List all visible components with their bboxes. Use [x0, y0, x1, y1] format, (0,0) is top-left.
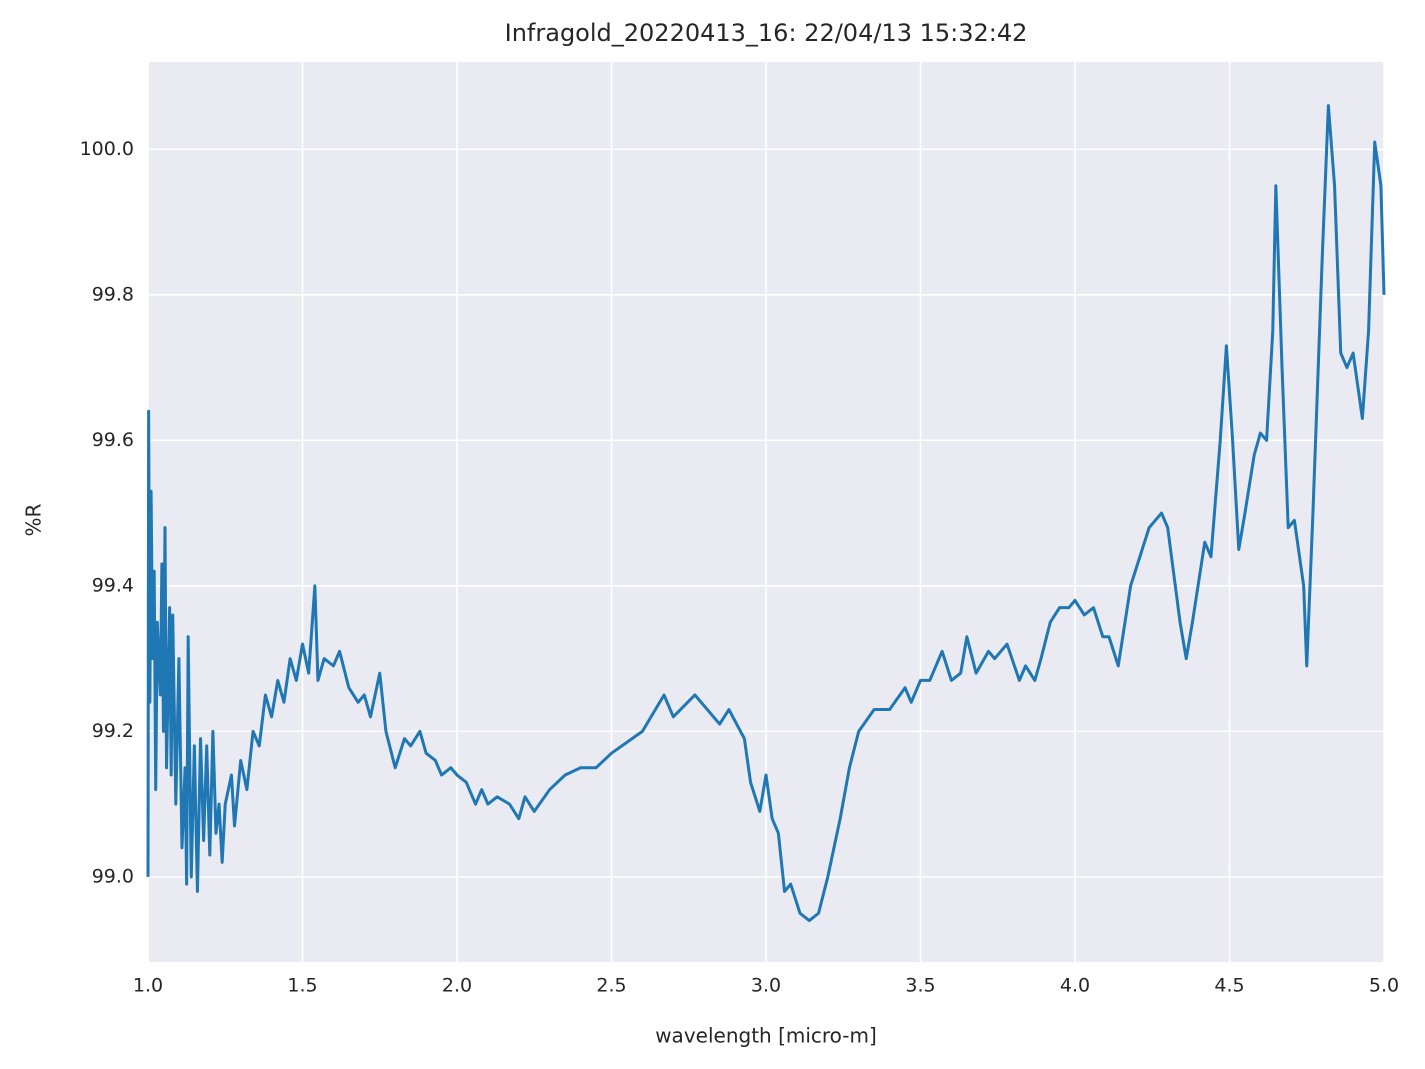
- y-axis-label: %R: [22, 503, 46, 536]
- x-tick-label: 1.5: [287, 975, 317, 997]
- x-tick-label: 4.0: [1060, 975, 1090, 997]
- chart-title: Infragold_20220413_16: 22/04/13 15:32:42: [505, 19, 1028, 47]
- y-tick-label: 99.6: [92, 429, 134, 451]
- x-tick-label: 2.0: [442, 975, 472, 997]
- data-line: [146, 104, 1386, 923]
- x-tick-label: 1.0: [133, 975, 163, 997]
- y-tick-label: 100.0: [80, 138, 134, 160]
- x-tick-label: 4.5: [1214, 975, 1244, 997]
- y-tick-label: 99.2: [92, 720, 134, 742]
- x-tick-label: 2.5: [596, 975, 626, 997]
- x-tick-label: 5.0: [1369, 975, 1399, 997]
- y-tick-label: 99.4: [92, 574, 134, 596]
- x-tick-label: 3.0: [751, 975, 781, 997]
- y-tick-label: 99.8: [92, 283, 134, 305]
- y-tick-label: 99.0: [92, 865, 134, 887]
- x-axis-label: wavelength [micro-m]: [655, 1024, 877, 1048]
- x-tick-label: 3.5: [905, 975, 935, 997]
